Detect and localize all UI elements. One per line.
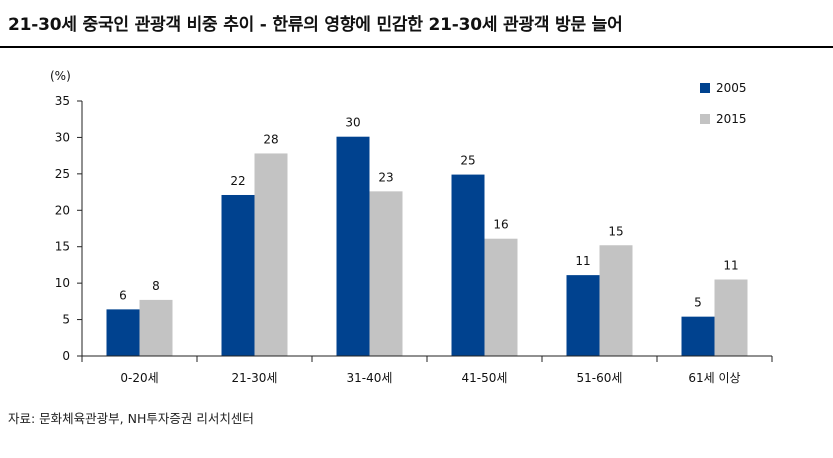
x-tick-label: 0-20세 xyxy=(120,371,158,385)
legend-label-2005: 2005 xyxy=(716,81,747,95)
legend-swatch-2015 xyxy=(700,114,710,124)
x-tick-label: 51-60세 xyxy=(577,371,623,385)
y-axis-unit-label: (%) xyxy=(50,69,71,83)
bar-2005-1 xyxy=(106,309,140,356)
data-label-2005-5: 11 xyxy=(575,254,590,268)
x-tick-label: 31-40세 xyxy=(347,371,393,385)
y-tick-label: 15 xyxy=(55,240,70,254)
bar-2015-4 xyxy=(484,238,518,356)
data-label-2005-3: 30 xyxy=(345,116,360,130)
x-tick-label: 41-50세 xyxy=(462,371,508,385)
bar-2005-6 xyxy=(681,316,715,356)
y-tick-label: 0 xyxy=(62,349,70,363)
data-label-2005-2: 22 xyxy=(230,174,245,188)
page-title: 21-30세 중국인 관광객 비중 추이 - 한류의 영향에 민감한 21-30… xyxy=(8,15,623,35)
y-tick-label: 20 xyxy=(55,203,70,217)
data-label-2005-4: 25 xyxy=(460,154,475,168)
bar-2005-2 xyxy=(221,194,255,356)
x-tick-label: 61세 이상 xyxy=(688,371,740,385)
bar-2005-4 xyxy=(451,174,485,356)
bar-2005-5 xyxy=(566,275,600,356)
legend-swatch-2005 xyxy=(700,83,710,93)
y-tick-label: 30 xyxy=(55,130,70,144)
data-label-2015-1: 8 xyxy=(152,279,160,293)
bar-2015-5 xyxy=(599,245,633,356)
x-tick-label: 21-30세 xyxy=(232,371,278,385)
bar-2015-1 xyxy=(139,299,173,356)
y-tick-label: 5 xyxy=(62,313,70,327)
bar-2005-3 xyxy=(336,136,370,356)
data-label-2015-2: 28 xyxy=(263,132,278,146)
y-tick-label: 35 xyxy=(55,94,70,108)
data-label-2005-1: 6 xyxy=(119,288,127,302)
bar-2015-6 xyxy=(714,279,748,356)
bar-chart: (%) 0 5 10 15 20 25 30 35 6 8 0-20세 22 28 21-30세 30 23 31… xyxy=(50,69,773,385)
bar-2015-3 xyxy=(369,191,403,356)
data-label-2015-3: 23 xyxy=(378,170,393,184)
legend-label-2015: 2015 xyxy=(716,112,747,126)
bar-2015-2 xyxy=(254,153,288,356)
data-label-2015-6: 11 xyxy=(723,259,738,273)
data-label-2005-6: 5 xyxy=(694,296,702,310)
source-note: 자료: 문화체육관광부, NH투자증권 리서치센터 xyxy=(8,411,254,426)
y-tick-label: 10 xyxy=(55,276,70,290)
title-divider xyxy=(0,46,833,48)
y-tick-label: 25 xyxy=(55,167,70,181)
data-label-2015-5: 15 xyxy=(608,224,623,238)
data-label-2015-4: 16 xyxy=(493,218,508,232)
